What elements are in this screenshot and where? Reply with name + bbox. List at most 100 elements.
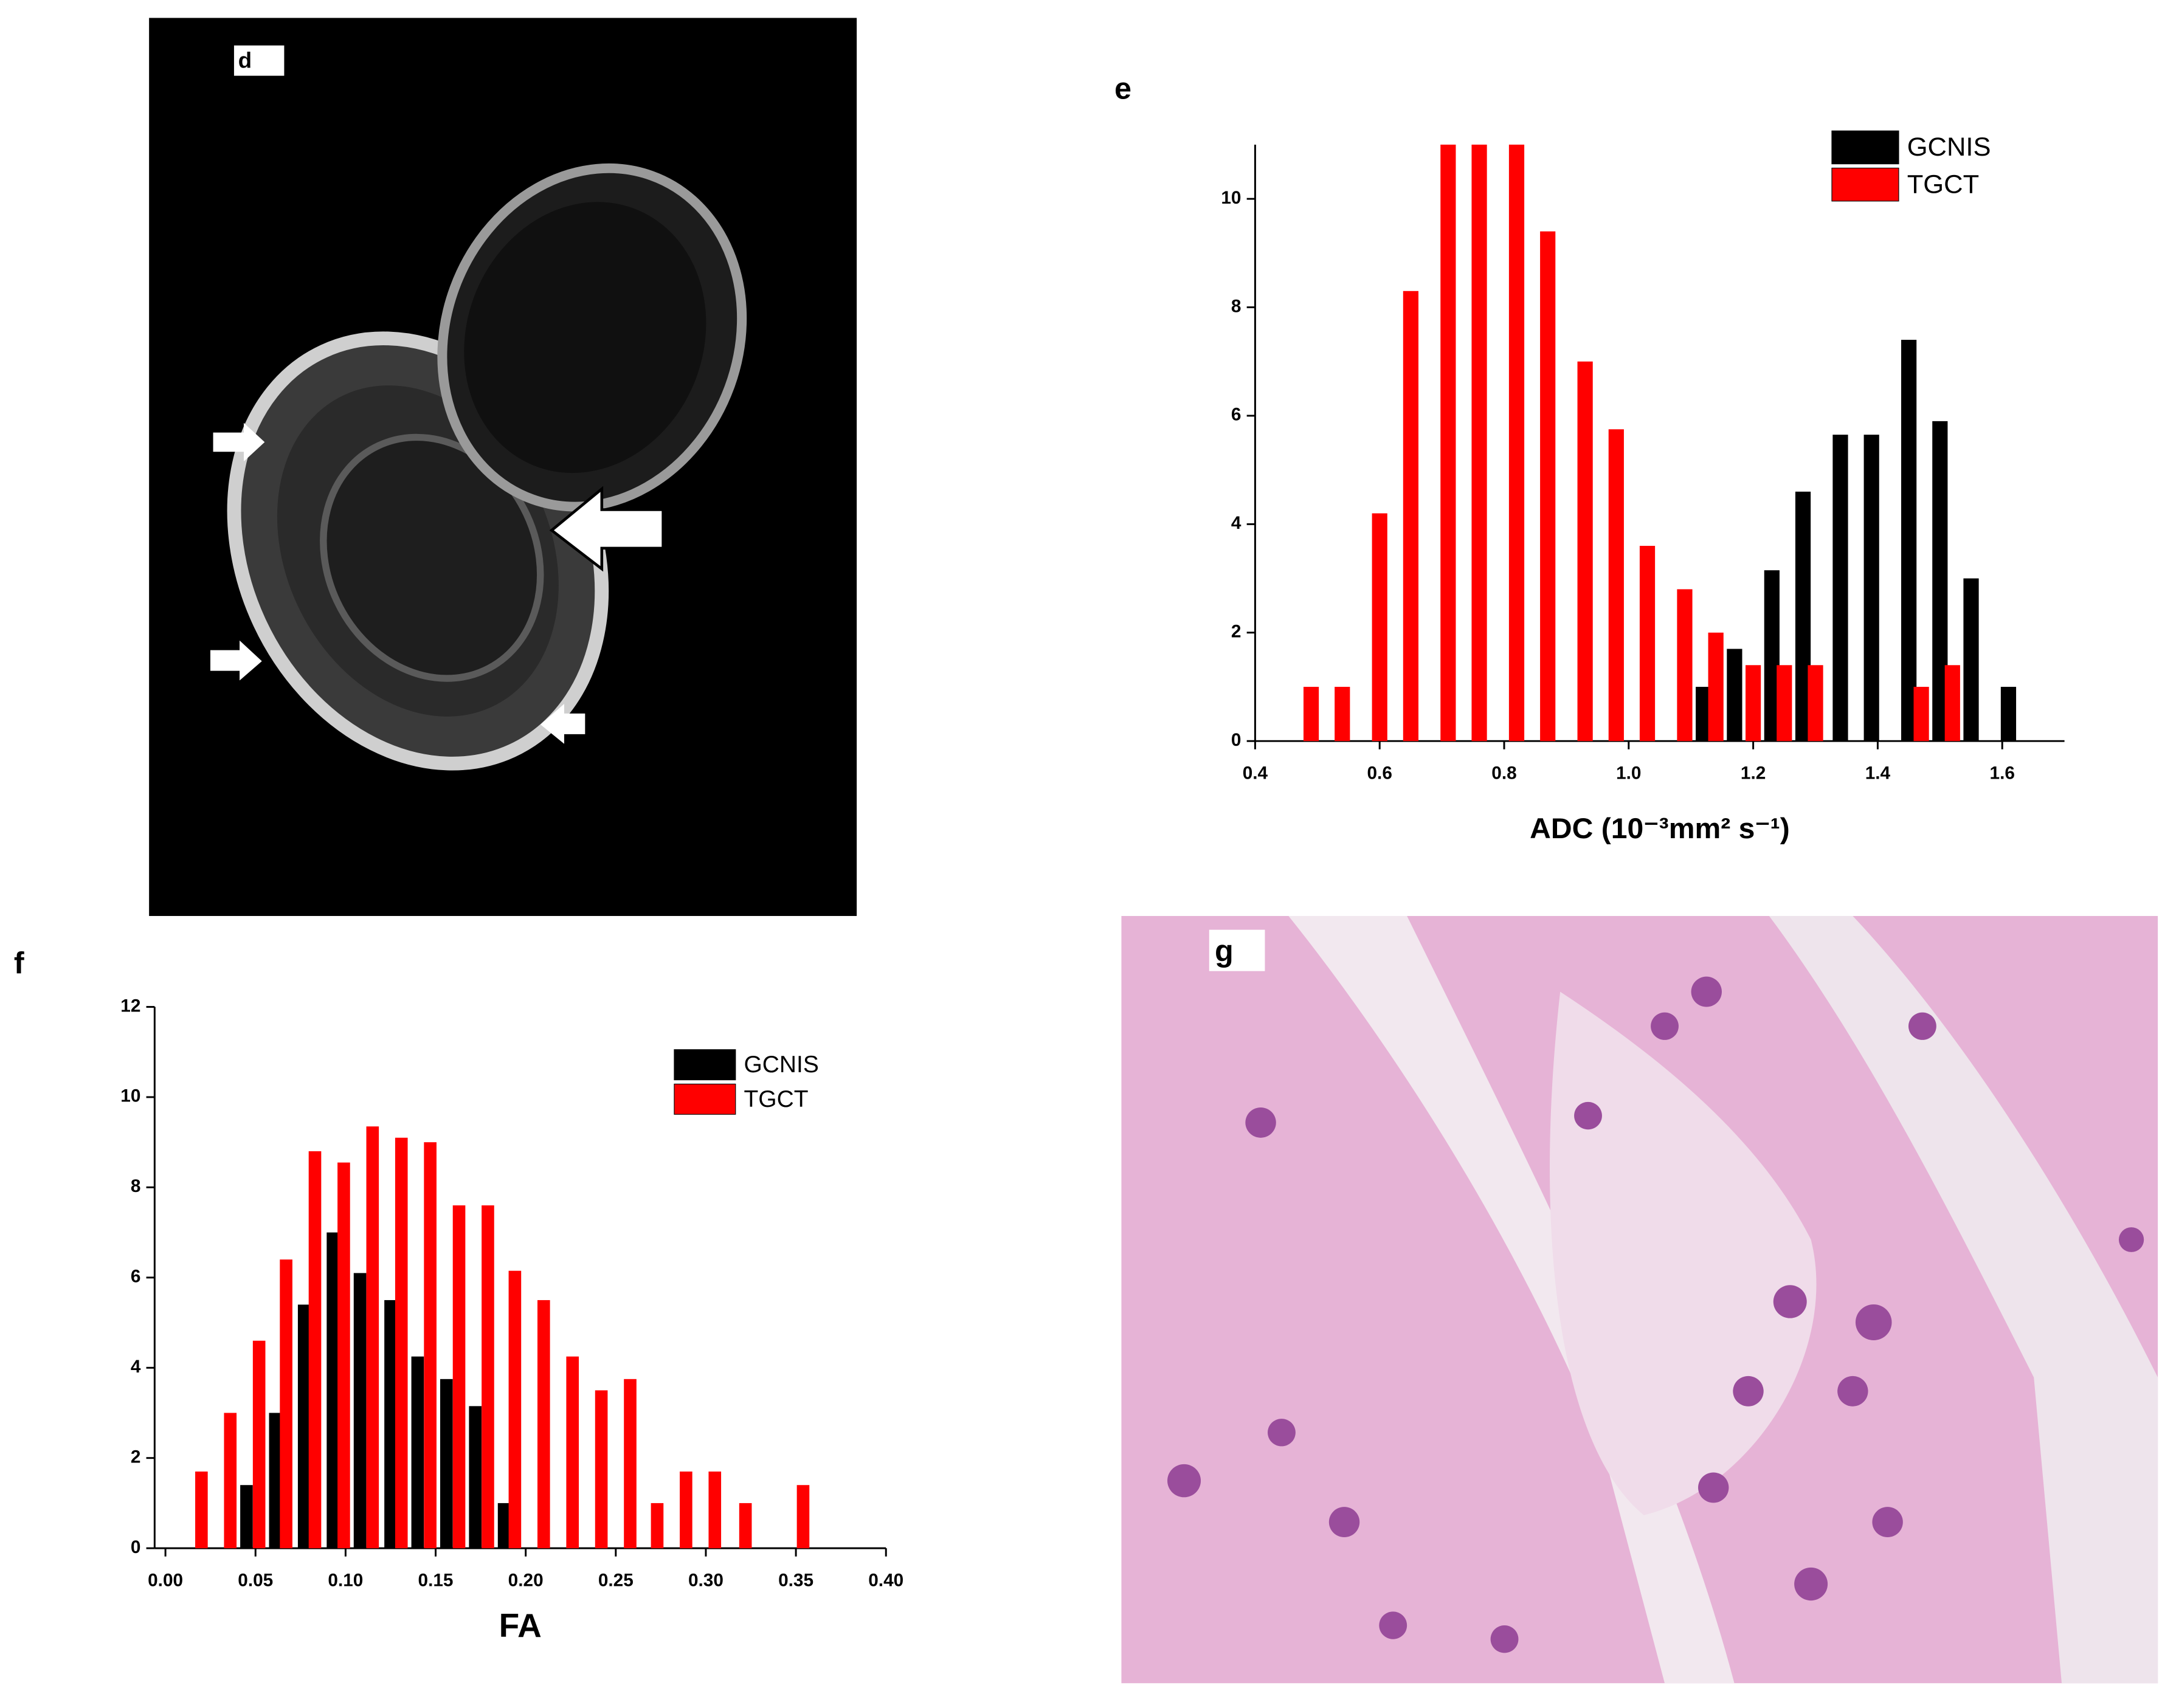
- bar: [395, 1137, 408, 1549]
- bar: [1727, 649, 1742, 742]
- bar: [384, 1300, 397, 1549]
- x-tick-label: 0.00: [148, 1570, 183, 1590]
- bar: [1963, 578, 1979, 742]
- bar: [508, 1270, 522, 1549]
- y-tick-label: 2: [1231, 622, 1242, 642]
- x-axis-label: FA: [499, 1606, 542, 1644]
- bar: [680, 1471, 692, 1549]
- bar: [366, 1126, 379, 1549]
- bar: [469, 1406, 482, 1549]
- bar: [452, 1205, 466, 1549]
- x-tick-label: 1.4: [1865, 763, 1891, 783]
- y-tick-label: 4: [131, 1357, 141, 1377]
- legend-swatch: [1831, 130, 1899, 165]
- bar: [195, 1471, 208, 1549]
- bar: [411, 1356, 424, 1549]
- bar: [280, 1259, 292, 1549]
- x-tick-label: 0.05: [238, 1570, 273, 1590]
- bar: [1677, 589, 1693, 742]
- bar: [595, 1390, 608, 1549]
- x-tick-label: 0.10: [328, 1570, 363, 1590]
- bar: [482, 1205, 494, 1549]
- bar: [739, 1503, 752, 1549]
- x-tick-label: 0.4: [1243, 763, 1268, 783]
- legend-label: TGCT: [1907, 170, 1979, 199]
- x-tick-label: 0.35: [778, 1570, 813, 1590]
- bar: [1372, 513, 1387, 742]
- bar: [297, 1304, 311, 1549]
- bar: [308, 1151, 322, 1549]
- bar: [2000, 686, 2017, 742]
- bar: [1577, 361, 1593, 742]
- y-tick-label: 6: [131, 1267, 141, 1287]
- legend-swatch: [1831, 167, 1899, 202]
- x-tick-label: 0.40: [868, 1570, 903, 1590]
- bar: [252, 1340, 266, 1549]
- x-tick-label: 0.20: [508, 1570, 544, 1590]
- bar: [269, 1413, 282, 1549]
- bar: [240, 1485, 253, 1549]
- y-tick-label: 8: [1231, 296, 1242, 316]
- x-tick-label: 0.30: [688, 1570, 724, 1590]
- bar: [1508, 144, 1525, 742]
- bar: [1471, 144, 1487, 742]
- bar: [1863, 435, 1879, 742]
- bar: [796, 1485, 810, 1549]
- y-tick-label: 4: [1231, 513, 1242, 533]
- bar: [1913, 686, 1929, 742]
- y-tick-label: 10: [120, 1086, 140, 1106]
- bar: [424, 1142, 437, 1549]
- bar: [1944, 665, 1960, 742]
- bar: [566, 1356, 579, 1549]
- y-tick-label: 0: [131, 1537, 141, 1557]
- y-tick-label: 6: [1231, 405, 1242, 425]
- bar: [1808, 665, 1823, 742]
- bar: [440, 1379, 453, 1549]
- y-tick-label: 10: [1221, 188, 1241, 208]
- bar: [1440, 144, 1456, 742]
- histology-image: g: [1121, 915, 2158, 1684]
- bar: [1777, 665, 1792, 742]
- bar: [1832, 435, 1848, 742]
- y-tick-label: 8: [131, 1176, 141, 1196]
- y-tick-label: 0: [1231, 730, 1242, 750]
- bar: [337, 1162, 350, 1549]
- bar: [1303, 686, 1319, 742]
- legend-label: GCNIS: [744, 1052, 819, 1078]
- x-tick-label: 1.6: [1990, 763, 2015, 783]
- bar: [624, 1379, 637, 1549]
- x-tick-label: 1.2: [1741, 763, 1766, 783]
- panel-label: e: [1114, 72, 1131, 106]
- bar: [1335, 686, 1350, 742]
- bar: [1901, 340, 1917, 742]
- bar: [497, 1503, 511, 1549]
- x-axis-label: ADC (10⁻³mm² s⁻¹): [1530, 813, 1790, 845]
- bar: [326, 1232, 339, 1549]
- bar: [353, 1273, 367, 1549]
- x-tick-label: 0.15: [418, 1570, 454, 1590]
- panel-label: g: [1215, 934, 1234, 968]
- x-tick-label: 1.0: [1616, 763, 1641, 783]
- legend-label: GCNIS: [1907, 133, 1991, 162]
- x-tick-label: 0.25: [598, 1570, 634, 1590]
- legend-label: TGCT: [744, 1086, 809, 1112]
- bar: [537, 1300, 550, 1549]
- panel-label: f: [14, 946, 24, 980]
- x-tick-label: 0.8: [1491, 763, 1516, 783]
- bar: [224, 1413, 237, 1549]
- bar: [1540, 231, 1556, 742]
- y-tick-label: 2: [131, 1447, 141, 1467]
- legend-swatch: [674, 1049, 736, 1081]
- bar: [1708, 632, 1724, 742]
- bar: [651, 1503, 664, 1549]
- mri-image: d: [149, 18, 857, 916]
- x-tick-label: 0.6: [1367, 763, 1392, 783]
- legend-swatch: [674, 1083, 736, 1115]
- y-tick-label: 12: [120, 996, 140, 1016]
- bar: [1639, 546, 1656, 742]
- panel-label: d: [238, 48, 252, 73]
- bar: [1403, 291, 1419, 742]
- bar: [1608, 429, 1624, 742]
- bar: [1746, 665, 1761, 742]
